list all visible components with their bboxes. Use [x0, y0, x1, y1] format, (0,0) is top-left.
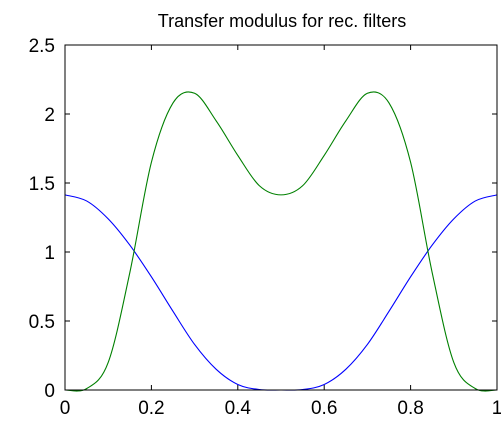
plot-frame	[64, 44, 498, 391]
y-tick-label: 1.5	[29, 174, 55, 195]
x-tick-label: 1	[492, 398, 501, 419]
y-tick-label: 2.5	[29, 36, 55, 57]
series-layer	[64, 91, 498, 392]
y-tick-label: 0.5	[29, 312, 55, 333]
y-tick-label: 1	[44, 243, 55, 264]
y-tick-label: 2	[44, 105, 55, 126]
series-line-1	[64, 194, 498, 391]
y-tick-label: 0	[44, 381, 55, 402]
x-tick-label: 0.4	[225, 398, 252, 419]
x-tick-label: 0.6	[311, 398, 337, 419]
series-line-2	[64, 91, 498, 392]
x-tick-label: 0	[60, 398, 71, 419]
x-tick-label: 0.2	[138, 398, 164, 419]
axes-layer: 0 0.2 0.4 0.6 0.8 1 0 0.5 1 1.5 2 2.5	[29, 36, 501, 419]
chart-title: Transfer modulus for rec. filters	[158, 11, 406, 31]
x-tick-label: 0.8	[397, 398, 423, 419]
